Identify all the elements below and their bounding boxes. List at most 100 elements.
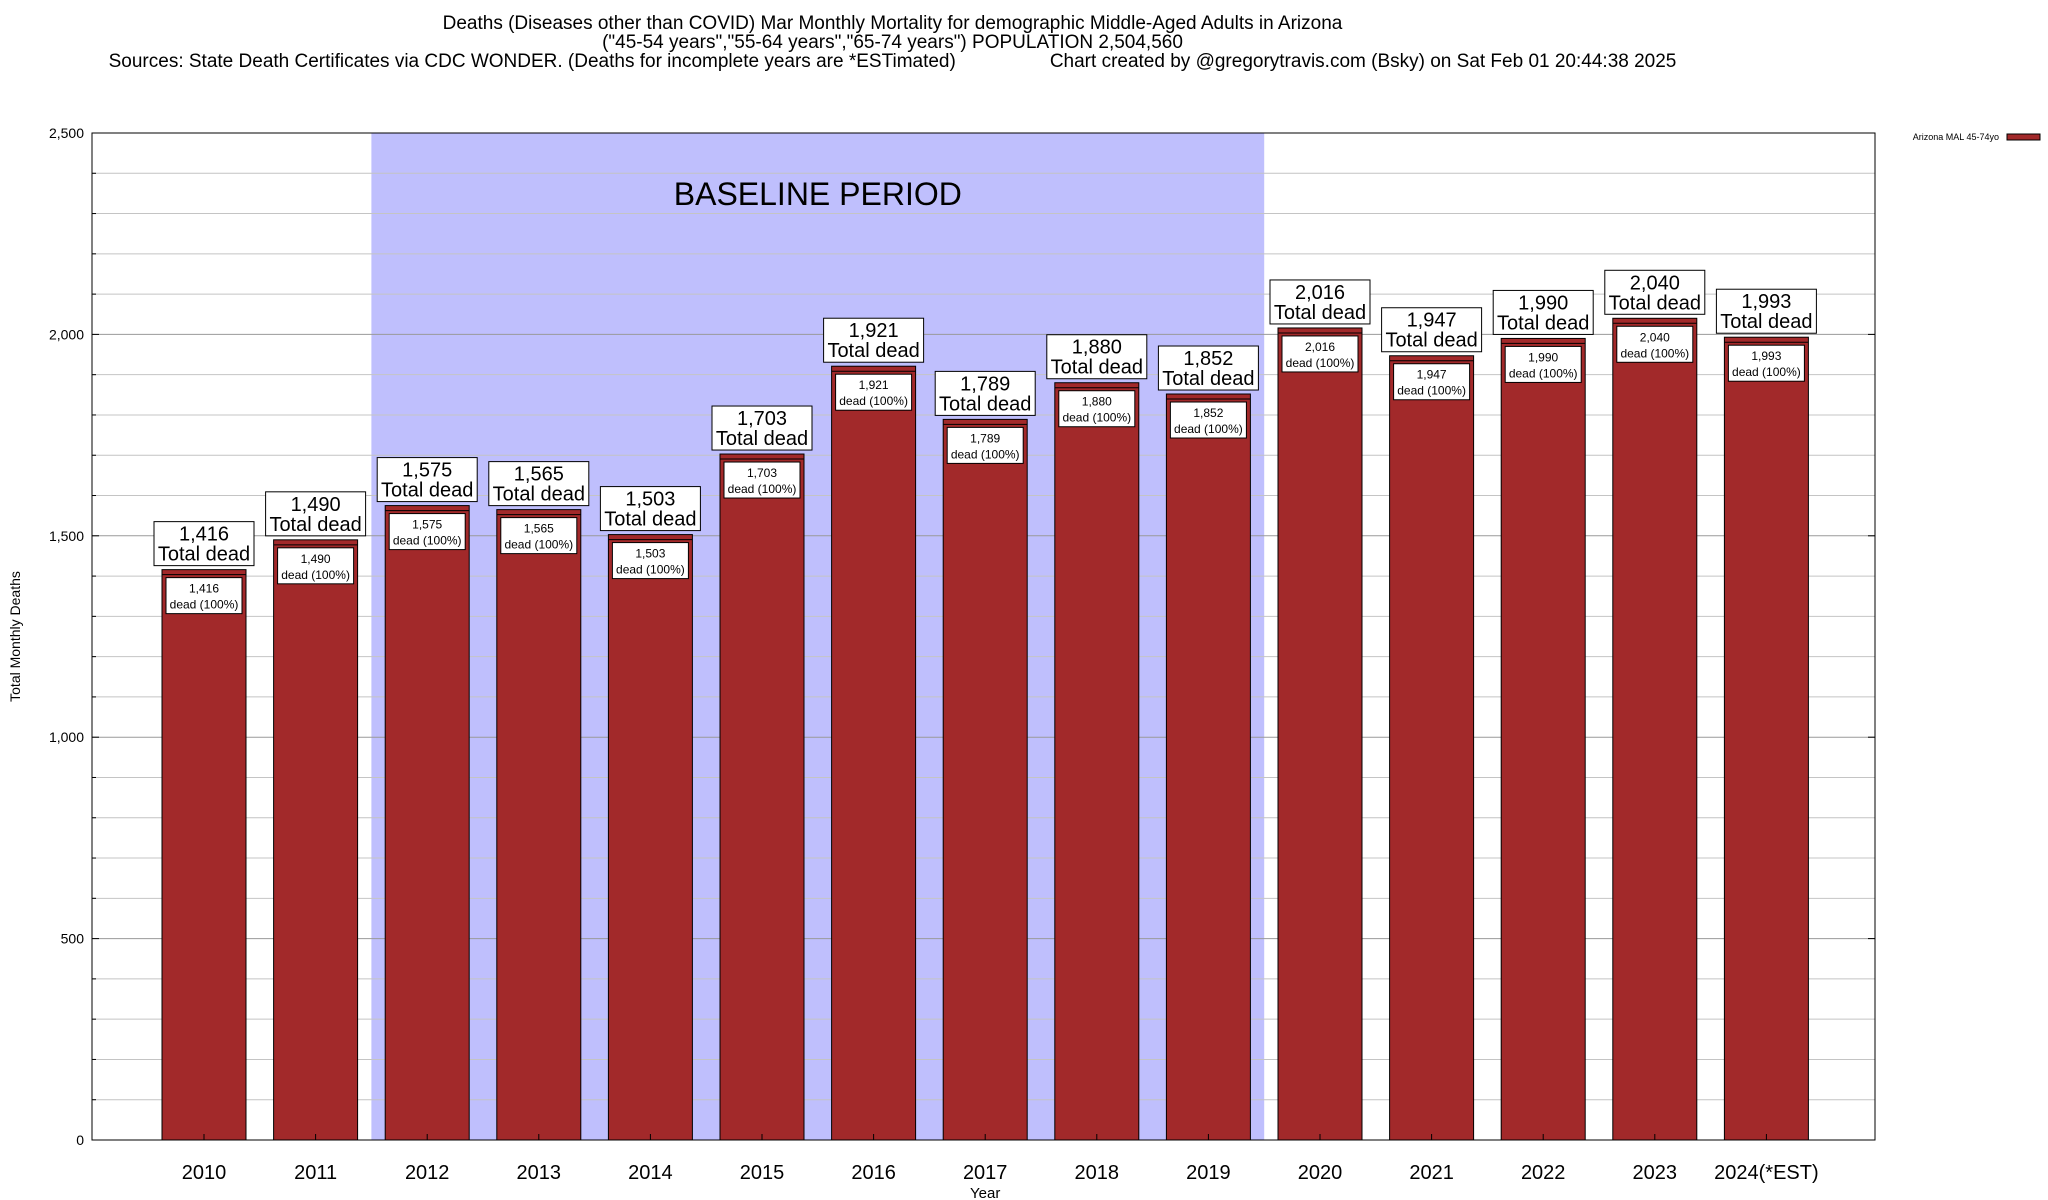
bar-top-label-box bbox=[376, 457, 478, 503]
bar-top-total-label: Total dead bbox=[827, 340, 919, 362]
x-axis-label: Year bbox=[970, 1185, 1000, 1200]
legend-swatch bbox=[2006, 133, 2041, 141]
x-tick-label: 2024(*EST) bbox=[1714, 1162, 1819, 1184]
bar-inner-percent-label: dead (100%) bbox=[281, 568, 350, 582]
bar-top-total-label: Total dead bbox=[1274, 302, 1366, 324]
x-tick-label: 2018 bbox=[1075, 1162, 1120, 1184]
bar bbox=[1165, 393, 1251, 1141]
bar-inner-value-label: 1,880 bbox=[1082, 395, 1112, 409]
bar-top-label-box bbox=[153, 521, 255, 567]
legend-label: Arizona MAL 45-74yo bbox=[1913, 132, 1999, 142]
bar bbox=[719, 453, 805, 1141]
bar-inner-percent-label: dead (100%) bbox=[839, 394, 908, 408]
bar-top-value-label: 2,016 bbox=[1295, 282, 1345, 304]
bar bbox=[384, 505, 470, 1141]
bar-top-label-box bbox=[599, 486, 701, 532]
x-tick-label: 2022 bbox=[1521, 1162, 1566, 1184]
bar-inner-percent-label: dead (100%) bbox=[393, 534, 462, 548]
bar-inner-value-label: 2,016 bbox=[1305, 340, 1335, 354]
chart-title-line-2: ("45-54 years","55-64 years","65-74 year… bbox=[602, 32, 1183, 53]
bar-inner-value-label: 1,990 bbox=[1528, 350, 1558, 364]
bar-inner-percent-label: dead (100%) bbox=[728, 482, 797, 496]
bar-top-value-label: 1,503 bbox=[625, 489, 675, 511]
bar-top-value-label: 1,416 bbox=[179, 524, 229, 546]
bar bbox=[273, 539, 359, 1141]
bar-inner-label-box bbox=[277, 547, 355, 585]
bar-top-label-box bbox=[711, 405, 813, 451]
bar bbox=[942, 418, 1028, 1141]
bar-top-total-label: Total dead bbox=[604, 509, 696, 531]
x-tick-label: 2014 bbox=[628, 1162, 673, 1184]
y-tick-label: 0 bbox=[76, 1132, 84, 1148]
y-tick-label: 2,500 bbox=[49, 125, 84, 141]
bar-top-label-box bbox=[488, 461, 590, 507]
y-tick-label: 1,500 bbox=[49, 528, 84, 544]
bar-inner-value-label: 1,789 bbox=[970, 431, 1000, 445]
bar-inner-label-box bbox=[1169, 401, 1247, 439]
bar-top-total-label: Total dead bbox=[158, 544, 250, 566]
bar-top-value-label: 1,880 bbox=[1072, 337, 1122, 359]
y-tick-label: 2,000 bbox=[49, 326, 84, 342]
x-tick-label: 2023 bbox=[1633, 1162, 1678, 1184]
x-tick-label: 2021 bbox=[1409, 1162, 1454, 1184]
bar-inner-percent-label: dead (100%) bbox=[1509, 366, 1578, 380]
bar-inner-value-label: 1,575 bbox=[412, 518, 442, 532]
bar-inner-label-box bbox=[1504, 345, 1582, 383]
bar-top-total-label: Total dead bbox=[1162, 368, 1254, 390]
bar-inner-percent-label: dead (100%) bbox=[1397, 384, 1466, 398]
chart-title-line-1: Deaths (Diseases other than COVID) Mar M… bbox=[442, 13, 1343, 34]
bar bbox=[1054, 382, 1140, 1141]
x-tick-label: 2011 bbox=[294, 1162, 337, 1184]
bar-top-label-box bbox=[1604, 269, 1706, 315]
bar-top-total-label: Total dead bbox=[1720, 311, 1812, 333]
bar-inner-value-label: 1,947 bbox=[1417, 368, 1447, 382]
bar-inner-value-label: 1,921 bbox=[859, 378, 889, 392]
axes-layer: 0 500 1,000 1,500 2,000 2,500 2010 2011 2012 2013… bbox=[49, 125, 1875, 1184]
bar bbox=[1389, 355, 1475, 1141]
bar-inner-label-box bbox=[1393, 363, 1471, 401]
bar-inner-percent-label: dead (100%) bbox=[951, 447, 1020, 461]
bar-top-label-box bbox=[823, 317, 925, 363]
bar-inner-percent-label: dead (100%) bbox=[170, 598, 239, 612]
bar-inner-label-box bbox=[1058, 390, 1136, 428]
bar-inner-percent-label: dead (100%) bbox=[504, 538, 573, 552]
bar-inner-label-box bbox=[500, 517, 578, 555]
x-tick-label: 2019 bbox=[1186, 1162, 1231, 1184]
bar-top-value-label: 1,490 bbox=[291, 494, 341, 516]
bar-top-value-label: 1,852 bbox=[1183, 348, 1233, 370]
bar bbox=[1612, 317, 1698, 1141]
bar-inner-value-label: 1,993 bbox=[1751, 349, 1781, 363]
bar-inner-label-box bbox=[611, 542, 689, 580]
y-tick-label: 500 bbox=[61, 931, 85, 947]
bar-inner-label-box bbox=[1281, 335, 1359, 373]
x-tick-label: 2012 bbox=[405, 1162, 450, 1184]
bar-top-label-box bbox=[1269, 279, 1371, 325]
x-tick-label: 2013 bbox=[517, 1162, 562, 1184]
chart-title-line-3: Sources: State Death Certificates via CD… bbox=[0, 52, 1785, 71]
bar-top-value-label: 1,990 bbox=[1518, 292, 1568, 314]
bar-top-label-box bbox=[265, 491, 367, 537]
bar bbox=[161, 569, 247, 1141]
x-tick-label: 2020 bbox=[1298, 1162, 1343, 1184]
bar-top-value-label: 1,575 bbox=[402, 460, 452, 482]
bar-inner-label-box bbox=[835, 373, 913, 411]
bar-top-total-label: Total dead bbox=[1051, 357, 1143, 379]
bar-top-total-label: Total dead bbox=[1497, 312, 1589, 334]
bar bbox=[1277, 327, 1363, 1141]
bar-top-value-label: 1,993 bbox=[1741, 291, 1791, 313]
bar bbox=[1500, 337, 1586, 1141]
y-tick-label: 1,000 bbox=[49, 729, 84, 745]
x-tick-label: 2015 bbox=[740, 1162, 785, 1184]
bar-top-value-label: 2,040 bbox=[1630, 272, 1680, 294]
bar-top-total-label: Total dead bbox=[381, 480, 473, 502]
bar-top-total-label: Total dead bbox=[269, 514, 361, 536]
bar-top-total-label: Total dead bbox=[1385, 330, 1477, 352]
bar bbox=[607, 534, 693, 1141]
chart-title-block: Deaths (Diseases other than COVID) Mar M… bbox=[0, 14, 1785, 71]
chart-sources: Sources: State Death Certificates via CD… bbox=[108, 51, 956, 72]
bars-layer bbox=[161, 317, 1809, 1141]
y-axis-label: Total Monthly Deaths bbox=[7, 571, 23, 702]
bar-inner-label-box bbox=[1616, 325, 1694, 363]
bar-inner-percent-label: dead (100%) bbox=[1620, 346, 1689, 360]
